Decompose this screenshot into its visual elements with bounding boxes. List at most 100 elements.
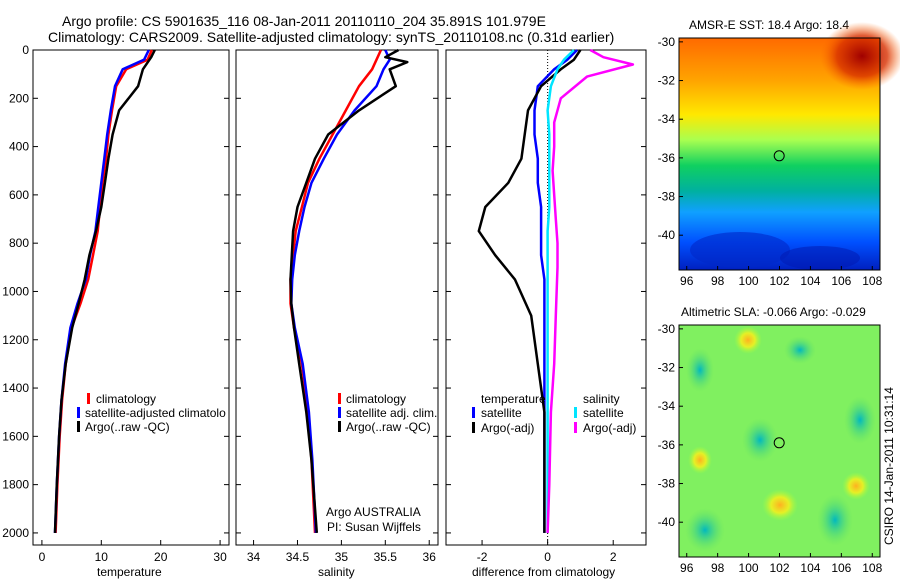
sla-xtick-label: 96	[680, 561, 694, 575]
sst-map-title: AMSR-E SST: 18.4 Argo: 18.4	[689, 18, 849, 32]
sst-cool-patch	[690, 232, 790, 268]
sla-ytick-label: -30	[658, 322, 676, 336]
salinity-series-group	[289, 48, 409, 533]
salinity-xlabel: salinity	[318, 565, 355, 579]
depth-tick-label: 400	[9, 140, 29, 154]
temperature-series-group	[53, 49, 156, 533]
sst-cool-patch-2	[780, 246, 860, 270]
legend-swatch-climatology	[338, 393, 341, 404]
salinity-legend: climatology satellite adj. clim. Argo(..…	[338, 392, 437, 434]
depth-tick-label: 1200	[2, 333, 29, 347]
sla-float-marker	[773, 437, 785, 449]
temperature-legend: climatology satellite-adjusted climatolo…	[77, 392, 226, 434]
sla-ytick-label: -32	[658, 361, 676, 375]
depth-tick-label: 2000	[2, 526, 29, 540]
legend-swatch-satellite	[338, 407, 341, 418]
sla-xtick-label: 98	[711, 561, 725, 575]
salinity-annotation-2: PI: Susan Wijffels	[327, 520, 421, 534]
sla-blob	[817, 494, 853, 546]
legend-label-sal-satellite: satellite	[583, 406, 624, 420]
sla-blob	[686, 348, 714, 392]
depth-tick-label: 1600	[2, 429, 29, 443]
legend-label-climatology: climatology	[96, 392, 156, 406]
depth-tick-label: 0	[22, 43, 29, 57]
legend-swatch-argo	[77, 421, 80, 432]
depth-tick-label: 1000	[2, 284, 29, 298]
temperature-ticks: 0 10 20 30 0 200 400 600 800 1000 1200 1400 1600 1800…	[2, 43, 229, 564]
sla-blob	[844, 396, 876, 444]
header-line1: Argo profile: CS 5901635_116 08-Jan-2011…	[62, 13, 546, 29]
sla-xtick-label: 100	[739, 561, 759, 575]
sla-xtick-label: 104	[800, 561, 820, 575]
sla-ytick-label: -36	[658, 438, 676, 452]
temperature-series-line-2	[53, 49, 156, 533]
salinity-annotation-1: Argo AUSTRALIA	[326, 505, 421, 519]
difference-xlabel: difference from climatology	[472, 565, 615, 579]
legend-swatch-sal-argo	[574, 422, 577, 433]
sla-map-ticks: 96 98 100 102 104 106 108 -30 -32 -34 -36 -38 -40	[658, 322, 883, 575]
legend-title-salinity: salinity	[583, 392, 620, 406]
difference-panel: -2 0 2 temperature salinity satellite Argo…	[445, 48, 647, 579]
depth-tick-label: 200	[9, 91, 29, 105]
legend-swatch-argo	[338, 421, 341, 432]
temperature-xlabel: temperature	[97, 565, 162, 579]
sst-xtick-label: 104	[800, 274, 820, 288]
salinity-xtick-label: 35.5	[374, 550, 398, 564]
sla-map-panel: Altimetric SLA: -0.066 Argo: -0.029 96 98…	[658, 305, 883, 575]
sst-ytick-label: -32	[658, 74, 676, 88]
sst-ytick-label: -30	[658, 35, 676, 49]
salinity-panel: 34 34.5 35 35.5 36 climatology satellite adj…	[235, 48, 439, 579]
temperature-xtick-label: 30	[213, 550, 227, 564]
difference-xtick-label: 0	[544, 550, 551, 564]
sst-ytick-label: -38	[658, 190, 676, 204]
temperature-panel: 0 10 20 30 0 200 400 600 800 1000 1200 1400 1600 1800…	[2, 43, 230, 579]
sst-ytick-label: -36	[658, 151, 676, 165]
sst-xtick-label: 100	[739, 274, 759, 288]
sla-xtick-label: 102	[769, 561, 789, 575]
legend-label-argo: Argo(..raw -QC)	[85, 420, 170, 434]
difference-xtick-label: -2	[477, 550, 488, 564]
depth-tick-label: 1400	[2, 381, 29, 395]
sst-xtick-label: 108	[862, 274, 882, 288]
salinity-series-line-2	[289, 48, 409, 533]
sst-xtick-label: 98	[711, 274, 725, 288]
sst-map-ticks: 96 98 100 102 104 106 108 -30 -32 -34 -36 -38 -40	[658, 35, 883, 288]
depth-tick-label: 600	[9, 188, 29, 202]
temperature-xtick-label: 10	[95, 550, 109, 564]
sst-float-marker	[773, 150, 785, 162]
difference-series-line-1	[477, 49, 582, 533]
temperature-xtick-label: 0	[39, 550, 46, 564]
difference-series-group	[477, 48, 635, 533]
sla-blob	[742, 418, 778, 462]
legend-swatch-temp-argo	[472, 422, 475, 433]
footer-credit: CSIRO 14-Jan-2011 10:31:14	[882, 387, 896, 545]
difference-series-line-0	[533, 49, 578, 533]
sla-map-title: Altimetric SLA: -0.066 Argo: -0.029	[681, 305, 866, 319]
sla-blob	[685, 508, 725, 552]
sla-blob-warm	[842, 472, 870, 500]
difference-xtick-label: 2	[610, 550, 617, 564]
sla-blob	[784, 336, 816, 364]
salinity-xtick-label: 36	[423, 550, 437, 564]
sst-xtick-label: 106	[831, 274, 851, 288]
legend-label-temp-satellite: satellite	[481, 406, 522, 420]
difference-series-line-3	[546, 48, 635, 533]
sst-xtick-label: 96	[680, 274, 694, 288]
sla-ytick-label: -40	[658, 515, 676, 529]
sst-xtick-label: 102	[769, 274, 789, 288]
sla-ytick-label: -38	[658, 477, 676, 491]
sst-map-panel: AMSR-E SST: 18.4 Argo: 18.4 96 98 100 102 10…	[658, 18, 900, 288]
legend-swatch-sal-satellite	[574, 407, 577, 418]
sst-ytick-label: -40	[658, 228, 676, 242]
sla-ytick-label: -34	[658, 399, 676, 413]
sst-ytick-label: -34	[658, 112, 676, 126]
difference-legend: temperature salinity satellite Argo(-adj…	[472, 392, 636, 435]
sla-blob-warm	[734, 326, 762, 354]
temperature-xtick-label: 20	[154, 550, 168, 564]
sla-xtick-label: 108	[862, 561, 882, 575]
legend-label-satellite: satellite-adjusted climatolo	[85, 406, 226, 420]
temperature-axes-box	[32, 49, 230, 546]
salinity-xtick-label: 35	[335, 550, 349, 564]
legend-swatch-temp-satellite	[472, 407, 475, 418]
